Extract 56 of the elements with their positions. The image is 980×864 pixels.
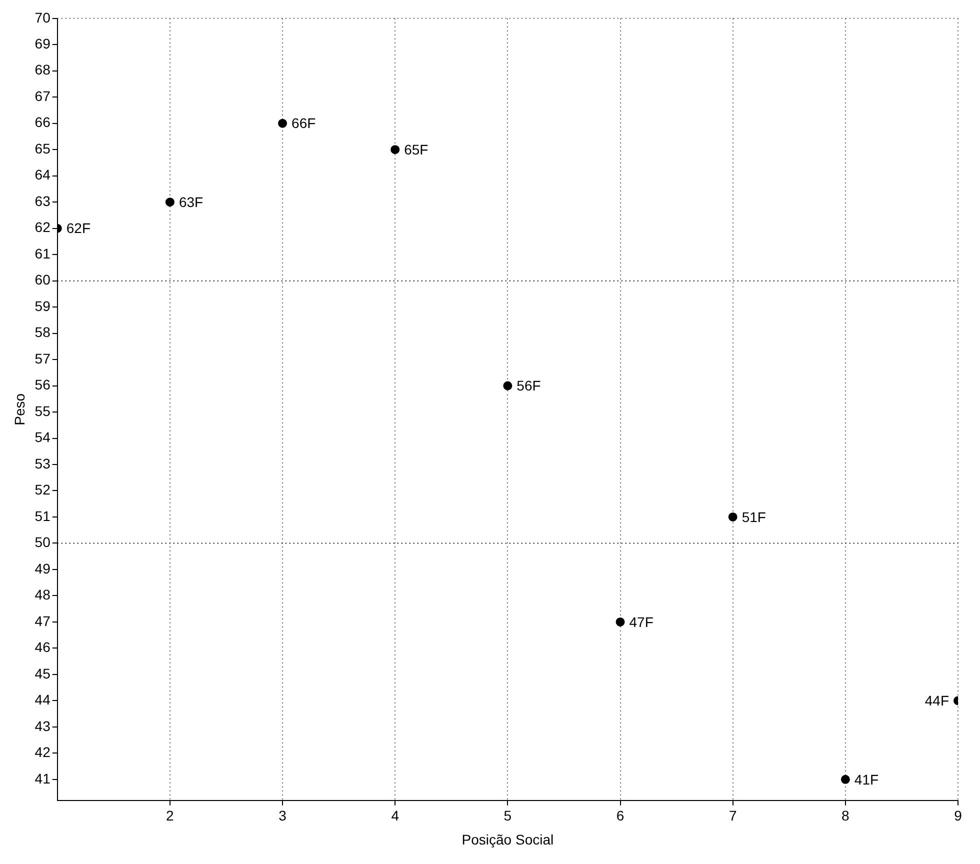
y-tick-label: 62: [34, 219, 51, 236]
y-tick-label: 69: [34, 36, 51, 52]
x-tick-label: 2: [166, 808, 174, 824]
point: [503, 381, 512, 390]
data-label: 66F: [292, 115, 316, 132]
point: [165, 198, 174, 207]
data-label: 44F: [924, 692, 949, 709]
data-label: 41F: [854, 771, 879, 788]
y-tick-label: 41: [34, 770, 51, 786]
y-tick-label: 61: [34, 245, 51, 262]
y-tick-label: 46: [34, 639, 51, 656]
y-tick-label: 66: [34, 114, 51, 130]
y-tick-label: 55: [34, 402, 51, 419]
y-tick-label: 44: [34, 692, 51, 708]
y-tick-label: 51: [34, 508, 51, 524]
point: [728, 512, 738, 522]
point: [840, 774, 850, 784]
y-tick-label: 49: [34, 560, 51, 576]
y-tick-label: 67: [34, 88, 51, 104]
x-tick-label: 7: [728, 808, 737, 824]
x-tick-label: 6: [616, 808, 624, 824]
y-tick-label: 70: [34, 9, 51, 26]
y-tick-label: 60: [34, 272, 51, 288]
x-tick-label: 4: [391, 808, 400, 824]
x-tick-label: 8: [842, 808, 850, 824]
y-tick-label: 59: [34, 298, 51, 314]
data-label: 62F: [66, 220, 90, 236]
x-axis-title: Posição Social: [462, 831, 554, 848]
y-tick-label: 64: [34, 166, 51, 183]
y-tick-label: 58: [34, 324, 51, 340]
x-tick-label: 5: [504, 808, 512, 824]
data-label: 65F: [404, 141, 428, 158]
data-label: 63F: [178, 194, 204, 210]
data-label: 47F: [629, 614, 654, 630]
y-tick-label: 45: [34, 665, 51, 682]
x-tick-label: 9: [954, 808, 962, 824]
y-tick-label: 57: [34, 350, 51, 366]
y-tick-label: 56: [34, 376, 51, 393]
point: [390, 145, 400, 154]
y-tick-label: 65: [34, 140, 51, 156]
y-tick-label: 43: [34, 718, 51, 734]
point: [616, 617, 625, 626]
y-tick-label: 42: [34, 744, 51, 760]
y-tick-label: 48: [34, 586, 51, 603]
data-label: 51F: [742, 508, 766, 525]
y-tick-label: 63: [34, 192, 51, 209]
y-tick-label: 50: [34, 534, 51, 550]
y-axis-title: Peso: [11, 393, 28, 426]
y-tick-label: 47: [34, 612, 51, 629]
y-tick-label: 52: [34, 482, 51, 498]
y-tick-label: 54: [34, 429, 51, 446]
data-label: 56F: [516, 378, 541, 394]
y-tick-label: 53: [34, 455, 51, 472]
point: [278, 118, 288, 128]
y-tick-label: 68: [34, 62, 51, 78]
x-tick-label: 3: [278, 808, 287, 824]
